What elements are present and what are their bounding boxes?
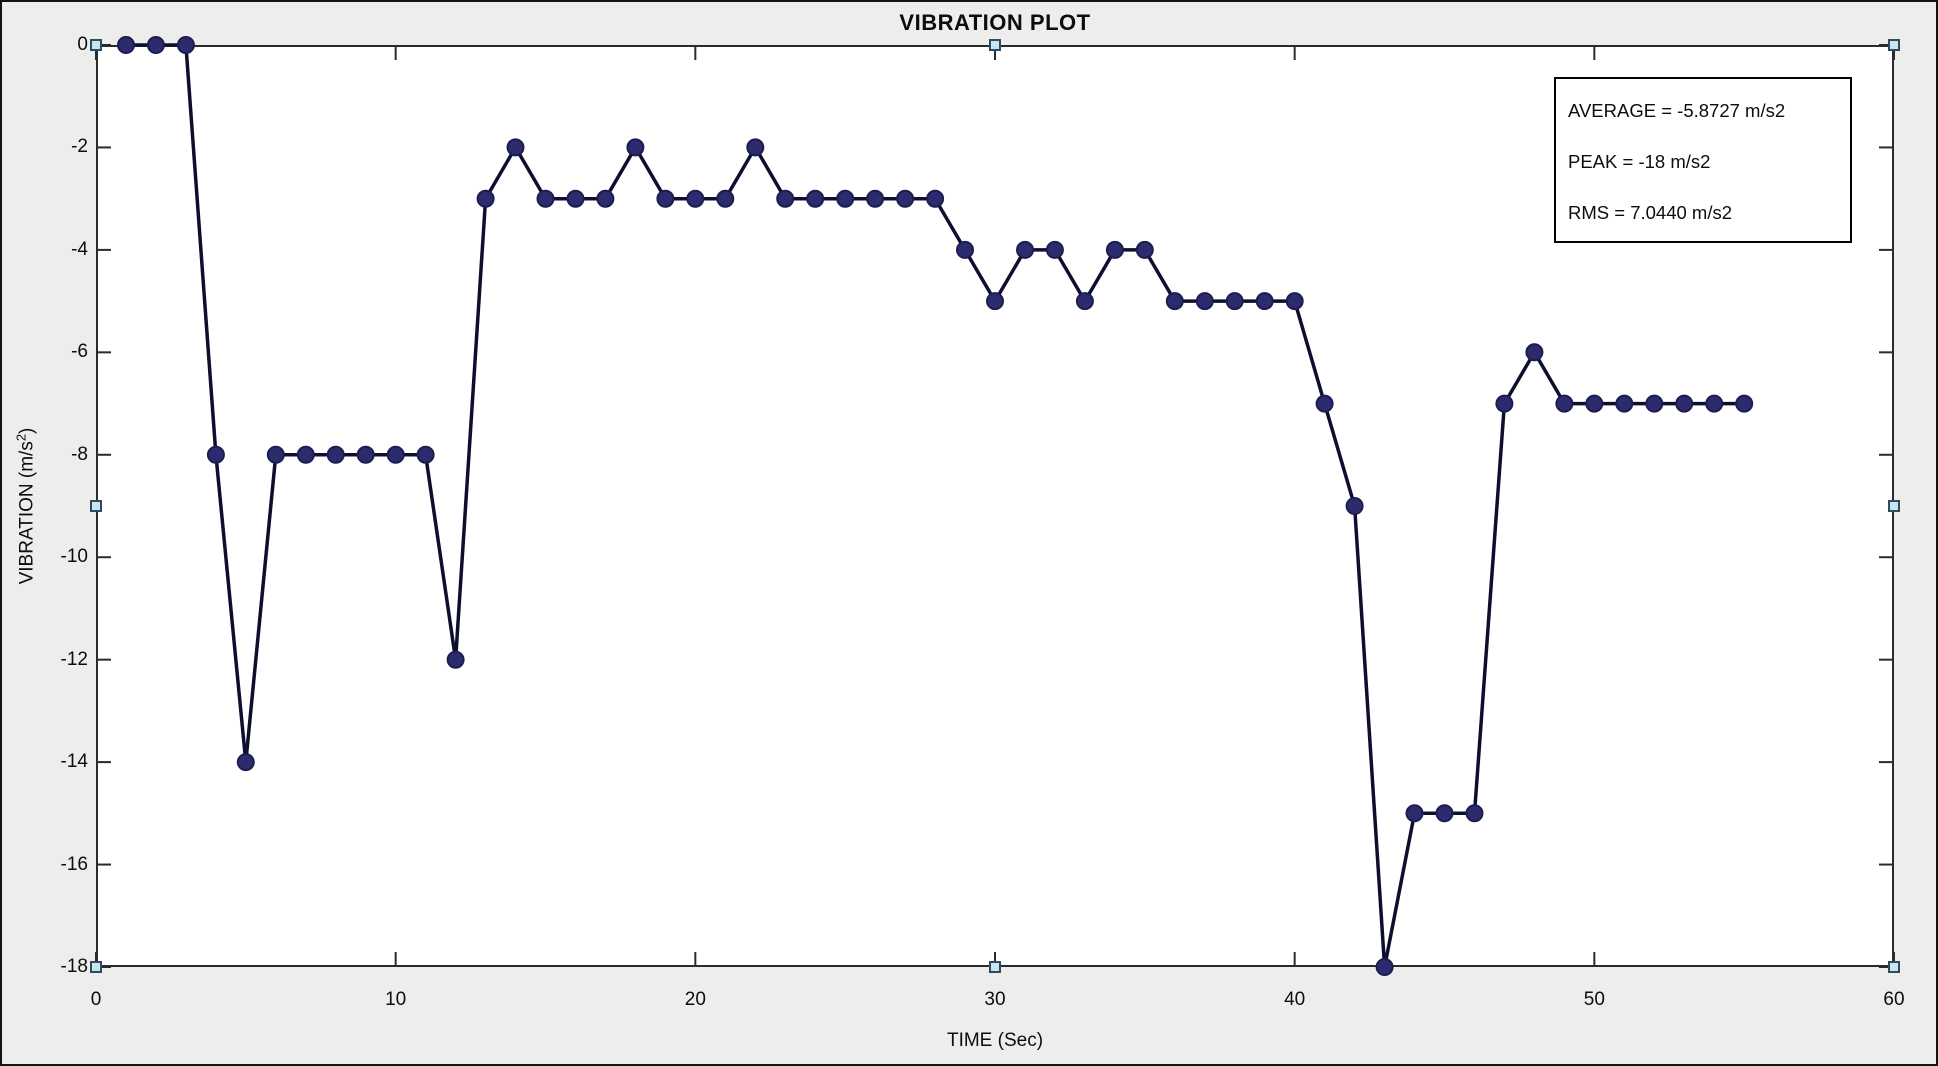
data-point[interactable] bbox=[656, 189, 675, 208]
data-point[interactable] bbox=[1495, 394, 1514, 413]
y-tick-label: -14 bbox=[60, 751, 88, 773]
data-point[interactable] bbox=[536, 189, 555, 208]
selection-handle-top-center[interactable] bbox=[989, 39, 1001, 51]
y-tick-label: -6 bbox=[71, 341, 88, 363]
x-tick-label: 40 bbox=[1284, 989, 1306, 1010]
selection-handle-bottom-left[interactable] bbox=[90, 961, 102, 973]
data-point[interactable] bbox=[1225, 292, 1244, 311]
data-point[interactable] bbox=[1195, 292, 1214, 311]
data-point[interactable] bbox=[146, 36, 165, 54]
data-point[interactable] bbox=[1016, 240, 1034, 259]
selection-handle-bottom-center[interactable] bbox=[989, 961, 1001, 973]
y-tick-label: -4 bbox=[71, 238, 88, 260]
vibration-line-chart bbox=[95, 36, 1895, 976]
data-point[interactable] bbox=[956, 240, 974, 259]
data-point[interactable] bbox=[1135, 240, 1154, 259]
x-tick-label: 50 bbox=[1583, 989, 1605, 1010]
data-point[interactable] bbox=[716, 189, 735, 208]
data-point[interactable] bbox=[1435, 804, 1454, 823]
y-tick-label: -2 bbox=[71, 136, 88, 158]
x-tick-label: 60 bbox=[1883, 989, 1905, 1010]
data-point[interactable] bbox=[896, 189, 915, 208]
data-point[interactable] bbox=[986, 292, 1004, 311]
selection-handle-mid-right[interactable] bbox=[1888, 500, 1900, 512]
x-tick-label: 20 bbox=[684, 989, 706, 1010]
stat-peak: PEAK = -18 m/s2 bbox=[1568, 150, 1711, 172]
x-axis-label: TIME (Sec) bbox=[946, 1030, 1044, 1051]
data-point[interactable] bbox=[626, 138, 645, 157]
data-point[interactable] bbox=[1285, 292, 1304, 311]
x-tick-label: 10 bbox=[385, 989, 407, 1010]
data-point[interactable] bbox=[446, 650, 465, 669]
x-tick-label: 0 bbox=[90, 989, 102, 1010]
data-point[interactable] bbox=[236, 753, 255, 772]
data-point[interactable] bbox=[476, 189, 495, 208]
data-point[interactable] bbox=[1345, 497, 1364, 515]
data-point[interactable] bbox=[1585, 394, 1604, 413]
data-point[interactable] bbox=[596, 189, 615, 208]
data-point[interactable] bbox=[386, 445, 405, 464]
y-tick-label: -16 bbox=[60, 853, 88, 875]
stat-average: AVERAGE = -5.8727 m/s2 bbox=[1568, 99, 1786, 121]
data-point[interactable] bbox=[1555, 394, 1574, 413]
x-tick-label: 30 bbox=[984, 989, 1006, 1010]
y-tick-label: -10 bbox=[60, 546, 88, 568]
data-point[interactable] bbox=[1465, 804, 1484, 823]
chart-title: VIBRATION PLOT bbox=[899, 10, 1091, 35]
data-point[interactable] bbox=[1405, 804, 1424, 823]
data-point[interactable] bbox=[326, 445, 345, 464]
data-point[interactable] bbox=[926, 189, 945, 208]
y-tick-label: -8 bbox=[71, 443, 88, 465]
y-axis-label: VIBRATION (m/s2) bbox=[13, 428, 38, 585]
data-point[interactable] bbox=[1615, 394, 1634, 413]
data-point[interactable] bbox=[746, 138, 765, 157]
data-point[interactable] bbox=[1075, 292, 1094, 311]
y-tick-label: -18 bbox=[60, 956, 88, 977]
y-axis-label-text: VIBRATION (m/s bbox=[16, 441, 38, 585]
data-point[interactable] bbox=[416, 445, 435, 464]
data-point[interactable] bbox=[1375, 958, 1394, 976]
data-point[interactable] bbox=[776, 189, 795, 208]
data-point[interactable] bbox=[506, 138, 525, 157]
y-axis-label-close: ) bbox=[16, 427, 38, 434]
data-point[interactable] bbox=[1705, 394, 1724, 413]
stat-rms: RMS = 7.0440 m/s2 bbox=[1568, 201, 1733, 223]
data-point[interactable] bbox=[806, 189, 825, 208]
y-axis-label-superscript: 2 bbox=[13, 433, 29, 442]
data-point[interactable] bbox=[1735, 394, 1754, 413]
selection-handle-top-left[interactable] bbox=[90, 39, 102, 51]
data-point[interactable] bbox=[117, 36, 135, 54]
data-point[interactable] bbox=[836, 189, 855, 208]
data-point[interactable] bbox=[1165, 292, 1184, 311]
data-point[interactable] bbox=[1675, 394, 1694, 413]
y-tick-label: -12 bbox=[60, 648, 88, 670]
data-point[interactable] bbox=[206, 445, 225, 464]
data-point[interactable] bbox=[296, 445, 315, 464]
selection-handle-mid-left[interactable] bbox=[90, 500, 102, 512]
data-point[interactable] bbox=[686, 189, 705, 208]
data-point[interactable] bbox=[866, 189, 885, 208]
data-point[interactable] bbox=[566, 189, 585, 208]
data-point[interactable] bbox=[1255, 292, 1274, 311]
data-point[interactable] bbox=[1045, 240, 1064, 259]
selection-handle-top-right[interactable] bbox=[1888, 39, 1900, 51]
y-tick-label: 0 bbox=[77, 34, 88, 55]
data-point[interactable] bbox=[1525, 343, 1544, 362]
data-point[interactable] bbox=[1315, 394, 1334, 413]
data-point[interactable] bbox=[1645, 394, 1664, 413]
selection-handle-bottom-right[interactable] bbox=[1888, 961, 1900, 973]
data-point[interactable] bbox=[176, 36, 195, 54]
stats-annotation-box[interactable]: AVERAGE = -5.8727 m/s2 PEAK = -18 m/s2 R… bbox=[1554, 77, 1852, 243]
data-point[interactable] bbox=[1105, 240, 1124, 259]
data-point[interactable] bbox=[356, 445, 375, 464]
data-point[interactable] bbox=[266, 445, 285, 464]
